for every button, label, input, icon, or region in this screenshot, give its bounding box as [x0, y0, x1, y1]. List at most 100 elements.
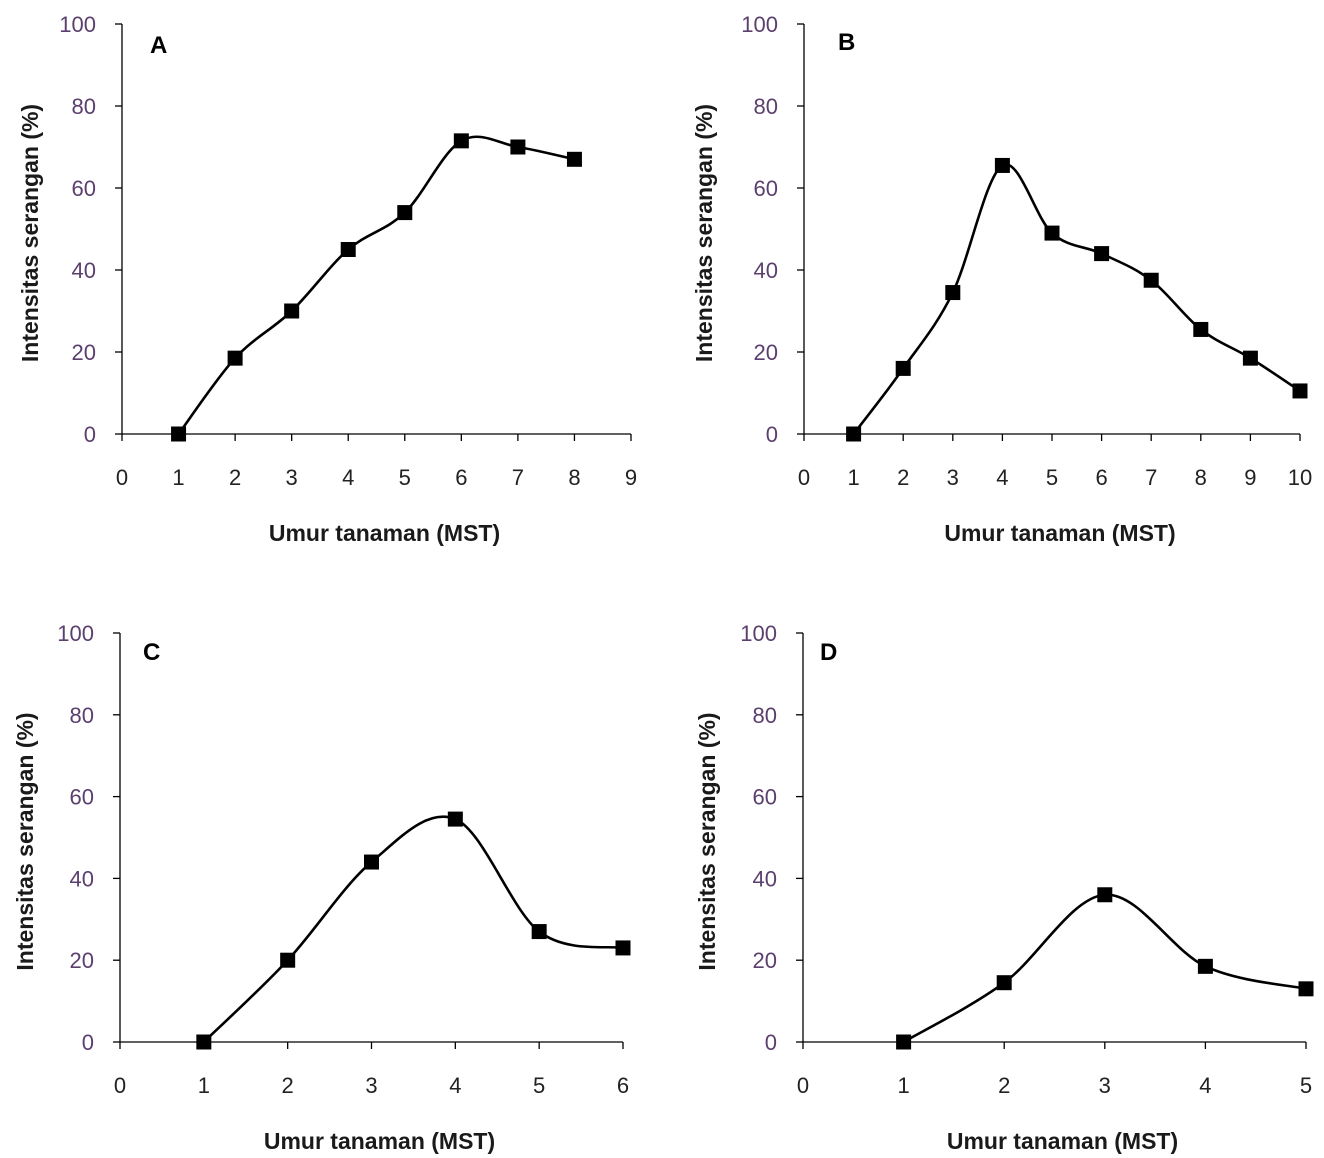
data-point-marker — [227, 350, 243, 366]
data-point-marker — [340, 242, 356, 257]
x-tick-label: 4 — [342, 465, 354, 490]
y-tick-label: 60 — [72, 176, 96, 201]
data-point-marker — [996, 975, 1012, 991]
y-tick-label: 80 — [70, 703, 94, 728]
x-tick-label: 6 — [617, 1073, 629, 1098]
x-tick-label: 4 — [449, 1073, 461, 1098]
data-point-marker — [1193, 321, 1209, 337]
data-point-marker — [566, 151, 582, 167]
panel-label: B — [838, 29, 855, 56]
y-tick-label: 80 — [753, 703, 777, 728]
data-point-marker — [364, 854, 379, 870]
x-axis-title: Umur tanaman (MST) — [264, 1128, 495, 1154]
data-point-marker — [896, 1034, 912, 1050]
panel-label: C — [143, 639, 160, 666]
x-tick-label: 9 — [1244, 465, 1256, 490]
data-point-marker — [447, 811, 463, 827]
y-tick-label: 20 — [70, 948, 94, 973]
series-line — [852, 163, 1301, 435]
y-tick-label: 40 — [70, 866, 94, 891]
x-tick-label: 5 — [533, 1073, 545, 1098]
y-tick-label: 100 — [57, 621, 94, 646]
data-point-marker — [453, 133, 469, 149]
data-point-marker — [397, 205, 413, 221]
x-tick-label: 3 — [947, 465, 959, 490]
y-tick-label: 20 — [753, 948, 777, 973]
x-tick-label: 1 — [847, 465, 859, 490]
x-tick-label: 5 — [1300, 1073, 1312, 1098]
x-tick-label: 4 — [996, 465, 1008, 490]
data-point-marker — [510, 139, 526, 155]
x-axis-title: Umur tanaman (MST) — [944, 520, 1175, 546]
series-line — [177, 135, 575, 435]
series-line — [202, 815, 624, 1043]
x-tick-label: 6 — [455, 465, 467, 490]
y-tick-label: 40 — [72, 258, 96, 283]
data-point-marker — [846, 426, 862, 442]
x-tick-label: 3 — [1099, 1073, 1111, 1098]
data-point-marker — [615, 940, 631, 956]
x-tick-label: 7 — [512, 465, 524, 490]
y-tick-label: 60 — [753, 785, 777, 810]
y-tick-label: 60 — [754, 176, 778, 201]
data-point-marker — [1197, 958, 1213, 974]
x-tick-label: 0 — [116, 465, 128, 490]
chart-panel-a: 0 20 40 60 80 100 0 1 2 3 4 5 6 7 8 9 Umur tanaman (MST)… — [17, 12, 637, 546]
panel-label: A — [150, 32, 167, 59]
y-tick-label: 100 — [59, 12, 96, 37]
y-tick-label: 60 — [70, 785, 94, 810]
data-point-marker — [1044, 225, 1060, 241]
data-point-marker — [1143, 272, 1159, 288]
series-line — [902, 893, 1307, 1044]
data-point-marker — [280, 952, 296, 968]
x-axis-title: Umur tanaman (MST) — [947, 1128, 1178, 1154]
x-tick-label: 3 — [286, 465, 298, 490]
panel-label: D — [820, 639, 837, 666]
y-tick-label: 0 — [84, 422, 96, 447]
x-tick-label: 0 — [114, 1073, 126, 1098]
y-axis-title: Intensitas serangan (%) — [12, 712, 38, 970]
y-tick-label: 100 — [741, 12, 778, 37]
y-tick-label: 40 — [754, 258, 778, 283]
x-tick-label: 7 — [1145, 465, 1157, 490]
y-axis-title: Intensitas serangan (%) — [17, 104, 43, 362]
data-point-marker — [284, 303, 300, 319]
x-tick-label: 1 — [198, 1073, 210, 1098]
data-point-marker — [895, 360, 911, 376]
chart-panel-c: 0 20 40 60 80 100 0 1 2 3 4 5 6 Umur tanaman (MST) Int… — [12, 621, 631, 1154]
data-point-marker — [1298, 981, 1314, 997]
chart-panel-b: 0 20 40 60 80 100 0 1 2 3 4 5 6 7 8 9 10 Umur tanaman (MS… — [691, 12, 1312, 546]
y-tick-label: 80 — [754, 94, 778, 119]
y-tick-label: 0 — [765, 1030, 777, 1055]
x-tick-label: 1 — [172, 465, 184, 490]
x-tick-label: 0 — [798, 465, 810, 490]
y-tick-label: 20 — [754, 340, 778, 365]
data-point-marker — [1094, 246, 1110, 262]
data-point-marker — [1292, 383, 1308, 399]
x-tick-label: 5 — [399, 465, 411, 490]
data-point-marker — [994, 157, 1010, 173]
data-point-marker — [1242, 350, 1258, 366]
y-axis-title: Intensitas serangan (%) — [694, 712, 720, 970]
data-point-marker — [531, 924, 547, 940]
x-tick-label: 9 — [625, 465, 637, 490]
data-point-marker — [171, 426, 187, 442]
x-tick-label: 2 — [282, 1073, 294, 1098]
y-tick-label: 80 — [72, 94, 96, 119]
x-tick-label: 1 — [897, 1073, 909, 1098]
chart-panel-d: 0 20 40 60 80 100 0 1 2 3 4 5 Umur tanaman (MST) Inte… — [694, 621, 1314, 1154]
y-tick-label: 20 — [72, 340, 96, 365]
y-tick-label: 100 — [740, 621, 777, 646]
x-tick-label: 10 — [1288, 465, 1312, 490]
x-tick-label: 6 — [1095, 465, 1107, 490]
x-tick-label: 2 — [229, 465, 241, 490]
x-axis-title: Umur tanaman (MST) — [269, 520, 500, 546]
x-tick-label: 2 — [998, 1073, 1010, 1098]
x-tick-label: 8 — [1195, 465, 1207, 490]
y-tick-label: 0 — [82, 1030, 94, 1055]
y-tick-label: 0 — [766, 422, 778, 447]
y-axis-title: Intensitas serangan (%) — [691, 104, 717, 362]
x-tick-label: 8 — [568, 465, 580, 490]
y-tick-label: 40 — [753, 866, 777, 891]
